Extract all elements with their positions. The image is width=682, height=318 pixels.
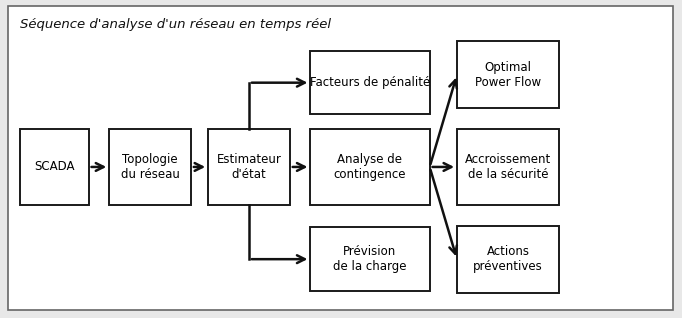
Bar xyxy=(109,129,191,205)
Text: Analyse de
contingence: Analyse de contingence xyxy=(333,153,406,181)
Bar xyxy=(457,129,559,205)
Text: Prévision
de la charge: Prévision de la charge xyxy=(333,245,406,273)
Text: SCADA: SCADA xyxy=(34,161,75,173)
Text: Séquence d'analyse d'un réseau en temps réel: Séquence d'analyse d'un réseau en temps … xyxy=(20,18,331,31)
Text: Topologie
du réseau: Topologie du réseau xyxy=(121,153,179,181)
Bar xyxy=(20,129,89,205)
Bar xyxy=(310,227,430,291)
Bar xyxy=(457,226,559,293)
Text: Estimateur
d'état: Estimateur d'état xyxy=(216,153,282,181)
Text: Actions
préventives: Actions préventives xyxy=(473,245,543,273)
Bar xyxy=(208,129,290,205)
Text: Optimal
Power Flow: Optimal Power Flow xyxy=(475,61,541,89)
Bar xyxy=(457,41,559,108)
Bar xyxy=(310,51,430,114)
Text: Accroissement
de la sécurité: Accroissement de la sécurité xyxy=(465,153,551,181)
Text: Facteurs de pénalité: Facteurs de pénalité xyxy=(310,76,430,89)
Bar xyxy=(310,129,430,205)
